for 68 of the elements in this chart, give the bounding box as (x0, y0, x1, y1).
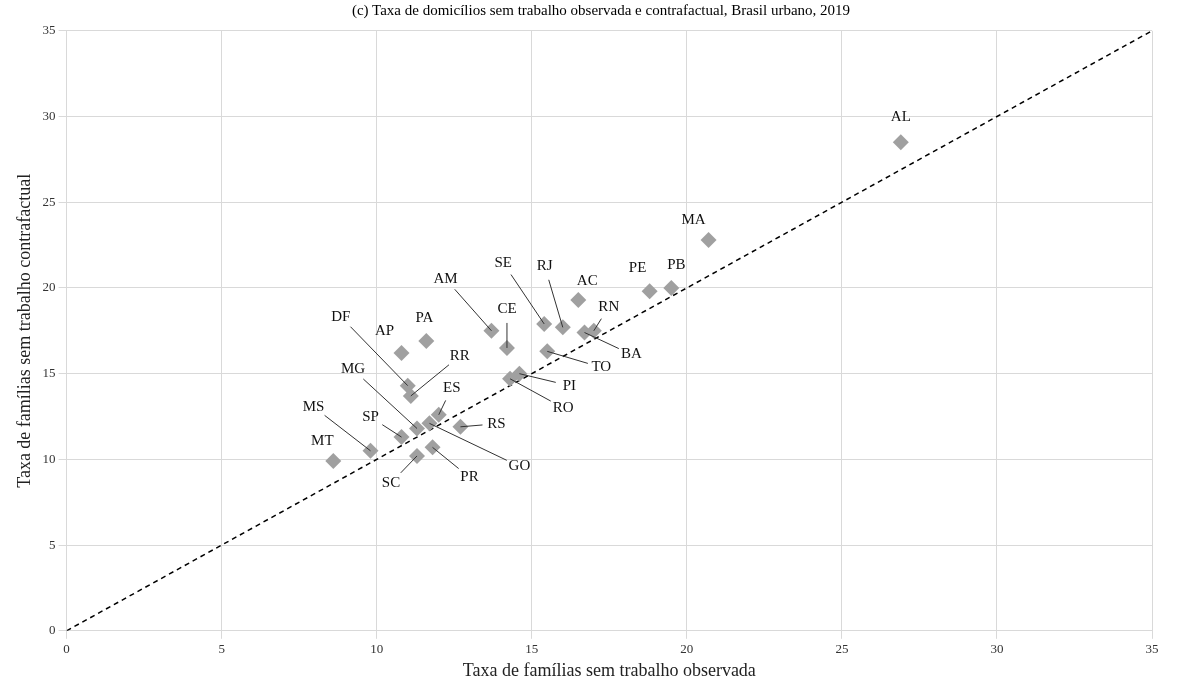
annotation: BA (621, 345, 643, 362)
annotation: PA (415, 309, 434, 326)
annotation: RJ (536, 257, 553, 274)
x-tick-label: 5 (218, 641, 225, 657)
annotation: MT (311, 432, 334, 449)
point (402, 387, 419, 404)
point (418, 333, 435, 350)
x-axis-title: Taxa de famílias sem trabalho observada (462, 659, 756, 680)
annotation: CE (497, 299, 517, 316)
annotation: SC (381, 473, 401, 490)
y-tick-label: 25 (42, 193, 56, 209)
point (409, 420, 426, 437)
annotation: AM (433, 269, 458, 286)
point (892, 134, 909, 151)
point (663, 279, 680, 296)
x-tick-label: 15 (525, 641, 539, 657)
annotation: PB (667, 255, 686, 272)
point (700, 231, 717, 248)
annotation: MS (302, 397, 325, 414)
point (570, 291, 587, 308)
x-tick-label: 0 (63, 641, 70, 657)
point (430, 406, 447, 423)
annotation: MA (681, 210, 706, 227)
annotation: SE (494, 253, 512, 270)
point (362, 442, 379, 459)
x-tick-label: 30 (990, 641, 1004, 657)
y-tick-label: 20 (42, 279, 56, 295)
point (325, 453, 342, 470)
point (409, 447, 426, 464)
x-tick-label: 35 (1145, 641, 1159, 657)
annotation: SP (362, 408, 379, 425)
x-tick-label: 20 (680, 641, 694, 657)
annotation: GO (508, 457, 531, 474)
y-axis-title: Taxa de famílias sem trabalho contrafactual (13, 173, 34, 488)
point (536, 315, 553, 332)
point (641, 283, 658, 300)
y-tick-label: 30 (42, 107, 56, 123)
annotation: RO (552, 398, 574, 415)
annotation: TO (591, 358, 612, 375)
annotation: ES (442, 378, 461, 395)
annotation: PR (460, 468, 479, 485)
point (393, 345, 410, 362)
x-tick-label: 25 (835, 641, 849, 657)
annotation: RS (487, 414, 506, 431)
y-tick-label: 35 (42, 22, 56, 38)
point (424, 439, 441, 456)
annotation: DF (331, 307, 351, 324)
annotation: MG (340, 360, 366, 377)
x-tick-label: 10 (370, 641, 384, 657)
annotation: PE (628, 259, 647, 276)
point (554, 319, 571, 336)
chart-title: (c) Taxa de domicílios sem trabalho observada e contrafactual, Brasil urbano, 2019 (350, 1, 852, 20)
annotation: AL (890, 108, 911, 125)
annotation: RR (449, 346, 470, 363)
point (393, 429, 410, 446)
point (421, 415, 438, 432)
point (539, 343, 556, 360)
y-tick-label: 5 (49, 536, 56, 552)
y-tick-label: 10 (42, 450, 56, 466)
point (483, 322, 500, 339)
annotation: AP (374, 322, 395, 339)
annotation: RN (598, 297, 620, 314)
y-tick-label: 15 (42, 365, 56, 381)
annotation: AC (576, 271, 598, 288)
y-tick-label: 0 (49, 622, 56, 638)
point (452, 418, 469, 435)
point (502, 370, 519, 387)
annotation: PI (562, 376, 577, 393)
